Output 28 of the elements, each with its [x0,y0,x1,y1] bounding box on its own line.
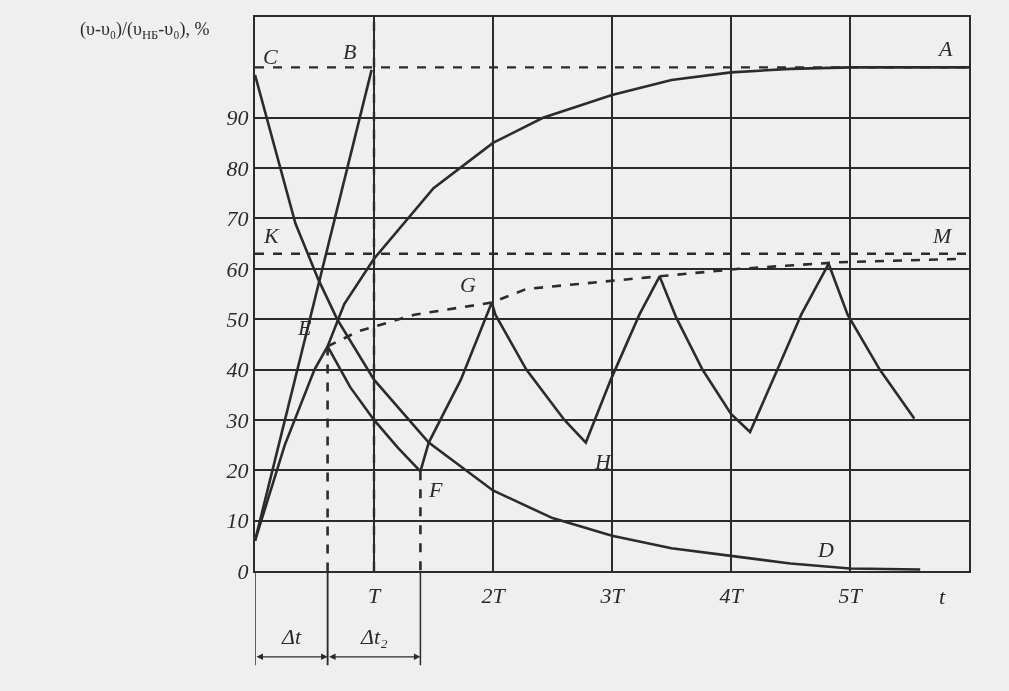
annotation: M [932,223,953,248]
x-tick-label: T [367,583,382,609]
y-tick-label: 90 [226,105,249,131]
annotation: A [937,36,953,61]
y-tick-label: 10 [226,508,249,534]
annotation: B [343,39,357,64]
y-tick-label: 70 [226,206,249,232]
x-tick-label: 4T [719,583,745,609]
annotation: D [817,537,834,562]
y-tick-label: 60 [226,256,249,282]
text: Δt₂ [360,624,389,649]
text: Δt [281,624,302,649]
annotation: C [263,44,278,69]
x-tick-label: 2T [481,583,507,609]
annotation: K [263,223,280,248]
y-tick-label: 30 [225,407,249,433]
y-axis-title: (υ-υ₀)/(υ$_{НБ}$-υ₀), % [80,19,210,42]
annotation: F [428,477,443,502]
annotation: G [460,272,476,297]
x-tick-label: 5T [838,583,864,609]
y-tick-label: 40 [226,357,249,383]
y-tick-label: 80 [226,155,249,181]
x-axis-title: t [939,584,946,609]
y-tick-label: 50 [226,306,249,332]
y-tick-label: 20 [226,457,249,483]
annotation: H [594,449,612,474]
x-tick-label: 3T [599,583,626,609]
y-tick-label: 0 [237,558,249,584]
